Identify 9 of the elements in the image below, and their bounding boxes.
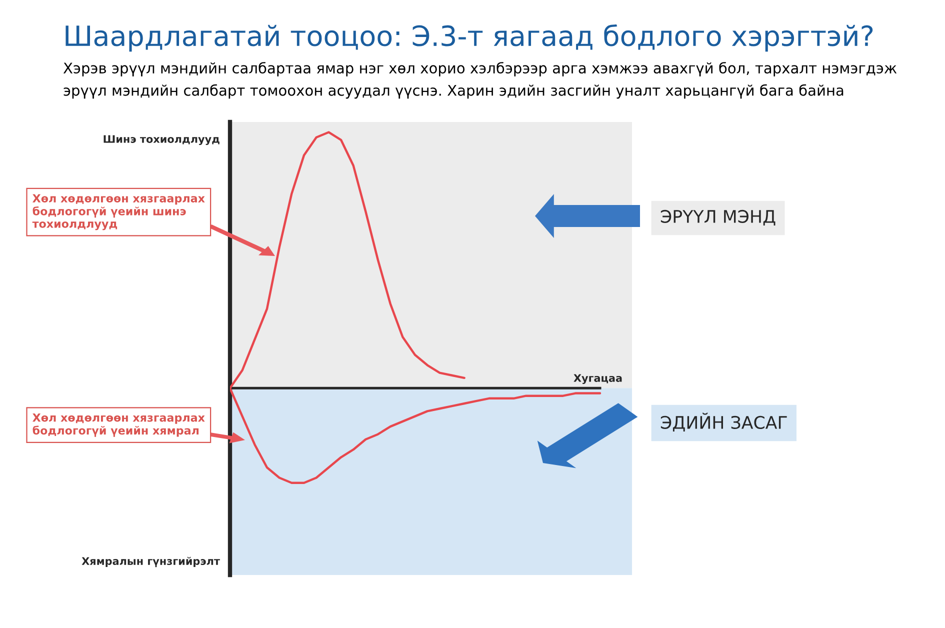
chart-subtitle: Хэрэв эрүүл мэндийн салбартаа ямар нэг хөл хорио хэлбэрээр арга хэмжээ авахгүй бол, тархалт нэмэгдэж эрүүл мэндийн салбарт томоохон асуудал үүснэ. Харин эдийн засгийн уналт харьцангүй бага байна: [63, 62, 897, 99]
chart-title: Шаардлагатай тооцоо: Э.3-т яагаад бодлого хэрэгтэй?: [66, 24, 873, 52]
text: Хөл хөдөлгөөн хязгаарлах бодлогогүй үеийн шинэ тохиолдлууд: [32, 194, 205, 230]
x-axis-title: Хугацаа: [574, 374, 622, 384]
y-axis-title: Шинэ тохиолдлууд: [104, 135, 220, 146]
band-label: ЭДИЙН ЗАСАГ: [660, 412, 787, 432]
text: Хямралын гүнзгийрэлт: [82, 556, 220, 568]
band-label: ЭРҮҮЛ МЭНД: [660, 210, 776, 226]
text: Хөл хөдөлгөөн хязгаарлах бодлогогүй үеийн хямрал: [32, 413, 205, 437]
